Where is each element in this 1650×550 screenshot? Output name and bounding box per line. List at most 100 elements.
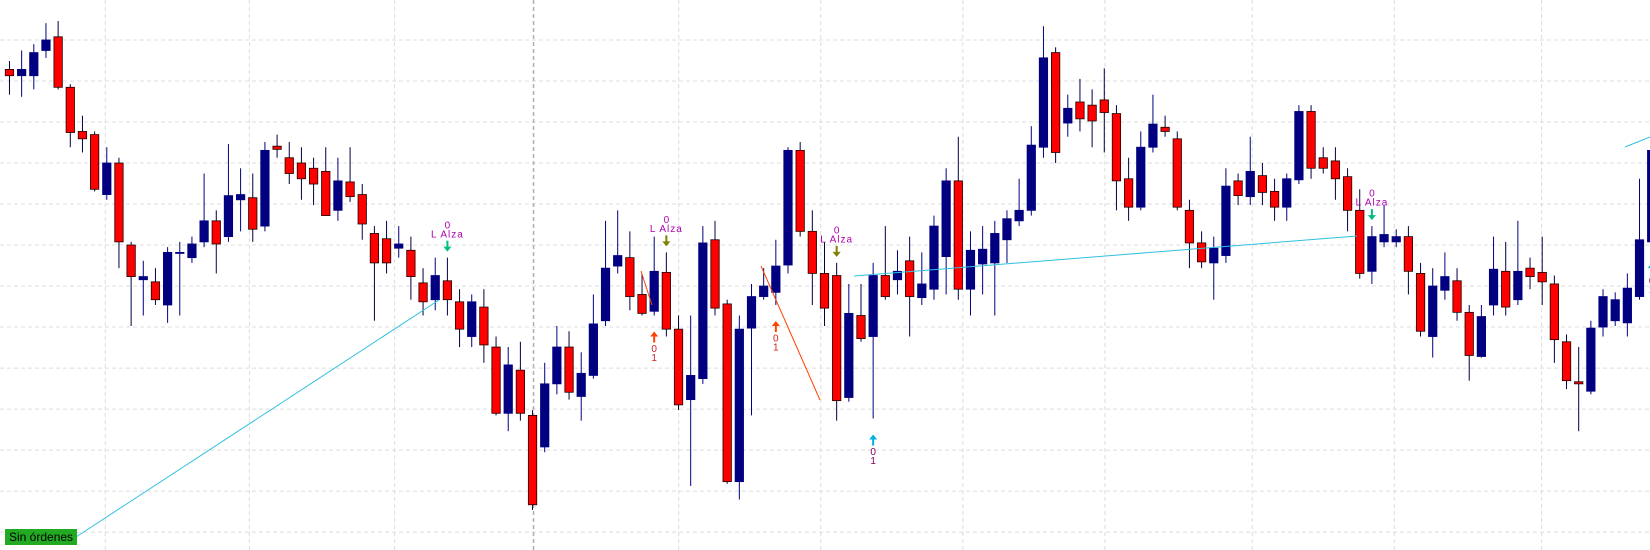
- candle-body: [296, 162, 307, 180]
- signal-label: L Alza: [431, 229, 464, 240]
- candle-body: [65, 86, 75, 133]
- candle-body: [1221, 185, 1231, 256]
- candle-body: [880, 275, 890, 297]
- signal-label: L Alza: [820, 235, 853, 246]
- candle-body: [1282, 178, 1292, 208]
- candle-body: [1476, 316, 1486, 357]
- candle-body: [1051, 52, 1061, 153]
- candle-body: [1367, 236, 1377, 272]
- candle-body: [1525, 267, 1535, 277]
- candle-body: [41, 39, 51, 51]
- candle-body: [138, 276, 148, 281]
- candle-body: [1148, 123, 1158, 148]
- candle-body: [503, 364, 513, 414]
- candle-body: [1330, 160, 1341, 180]
- signal-label: 1: [870, 456, 876, 467]
- candle-body: [381, 238, 392, 264]
- candle-body: [1099, 99, 1109, 113]
- signal-label: 0: [1649, 276, 1650, 287]
- candle-body: [211, 220, 221, 245]
- candle-body: [941, 180, 951, 257]
- candle-body: [1111, 113, 1122, 182]
- status-box: Sin órdenes: [5, 529, 77, 545]
- signal-arrow-head: [662, 241, 671, 247]
- candle-body: [1233, 180, 1243, 197]
- signal-label: 0: [1369, 189, 1375, 200]
- trend-line: [640, 270, 653, 306]
- signal-arrow-head: [832, 251, 841, 257]
- candle-body: [102, 162, 112, 195]
- candle-body: [1513, 270, 1523, 301]
- candle-body: [722, 303, 732, 483]
- candle-body: [917, 283, 927, 299]
- candle-body: [1294, 111, 1304, 181]
- candle-body: [1355, 209, 1365, 274]
- candle-body: [479, 306, 489, 346]
- signal-label: 0: [651, 344, 657, 355]
- candle-body: [965, 249, 976, 290]
- candle-body: [710, 239, 720, 309]
- candle-body: [832, 275, 842, 402]
- trend-line: [853, 235, 1358, 277]
- candle-body: [600, 267, 611, 322]
- candle-body: [844, 312, 854, 398]
- signal-arrow-head: [771, 320, 780, 326]
- candle-body: [1184, 209, 1195, 244]
- candle-body: [1245, 171, 1255, 198]
- candle-body: [625, 257, 635, 297]
- candle-body: [491, 346, 501, 414]
- candle-body: [1306, 111, 1316, 169]
- candle-body: [333, 180, 343, 211]
- signal-arrow-head: [650, 331, 659, 337]
- candle-body: [856, 315, 866, 340]
- candle-body: [819, 273, 830, 309]
- candle-body: [1087, 104, 1097, 122]
- signal-label: 0: [834, 226, 840, 237]
- candle-body: [29, 52, 39, 77]
- candle-body: [1610, 299, 1620, 322]
- candle-body: [540, 383, 550, 448]
- candle-body: [1379, 234, 1389, 243]
- candle-body: [673, 328, 684, 406]
- candle-body: [260, 149, 270, 227]
- candle-body: [1440, 276, 1450, 291]
- candle-body: [588, 323, 598, 376]
- candle-body: [467, 301, 477, 337]
- candle-body: [248, 197, 258, 230]
- candle-body: [1269, 190, 1280, 208]
- candle-body: [1075, 101, 1085, 120]
- candle-body: [223, 195, 234, 238]
- candle-body: [1428, 285, 1438, 337]
- status-background: [5, 529, 77, 545]
- candle-body: [357, 194, 367, 225]
- candle-body: [564, 346, 574, 393]
- candle-body: [1561, 341, 1572, 382]
- candle-body: [235, 194, 246, 201]
- candle-body: [1622, 287, 1632, 324]
- candle-body: [199, 220, 209, 243]
- candle-body: [1574, 381, 1584, 385]
- candle-body: [929, 225, 939, 290]
- candle-body: [418, 282, 428, 303]
- candle-body: [892, 270, 903, 281]
- candle-body: [150, 281, 161, 301]
- candle-body: [90, 134, 100, 190]
- candle-body: [345, 181, 355, 198]
- status-text: Sin órdenes: [9, 530, 73, 544]
- candle-body: [4, 69, 15, 77]
- candle-body: [1391, 236, 1401, 243]
- candle-body: [1403, 236, 1413, 272]
- candle-body: [1415, 273, 1426, 332]
- signal-label: 1: [773, 343, 779, 354]
- candle-body: [1318, 157, 1328, 169]
- candle-body: [1172, 138, 1182, 208]
- candle-body: [1038, 57, 1049, 148]
- candle-body: [807, 230, 817, 274]
- candle-body: [515, 369, 525, 414]
- candle-body: [1136, 146, 1146, 208]
- candle-body: [394, 243, 404, 249]
- signal-label: 0: [773, 334, 779, 345]
